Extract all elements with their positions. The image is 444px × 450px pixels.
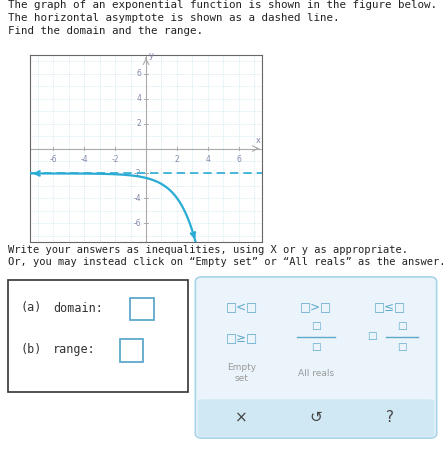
Text: ?: ? bbox=[386, 410, 394, 425]
Text: range:: range: bbox=[53, 343, 96, 356]
Text: ↺: ↺ bbox=[309, 410, 322, 425]
Text: x: x bbox=[256, 136, 261, 145]
Text: All reals: All reals bbox=[298, 369, 334, 378]
Text: Empty
set: Empty set bbox=[227, 363, 256, 382]
Bar bbox=[131, 298, 154, 320]
Text: 2: 2 bbox=[137, 119, 141, 128]
Text: □: □ bbox=[397, 342, 407, 351]
Text: 2: 2 bbox=[174, 155, 179, 164]
Text: □: □ bbox=[397, 321, 407, 332]
Text: □≤□: □≤□ bbox=[374, 302, 406, 315]
Text: 6: 6 bbox=[236, 155, 241, 164]
FancyBboxPatch shape bbox=[195, 277, 436, 438]
Bar bbox=[119, 339, 143, 362]
Text: y: y bbox=[149, 51, 154, 60]
Text: Find the domain and the range.: Find the domain and the range. bbox=[8, 26, 203, 36]
Text: ×: × bbox=[235, 410, 248, 425]
Text: -2: -2 bbox=[111, 155, 119, 164]
Text: □≥□: □≥□ bbox=[226, 333, 258, 346]
Text: -4: -4 bbox=[134, 194, 141, 203]
Text: □<□: □<□ bbox=[226, 302, 258, 315]
Text: □: □ bbox=[311, 321, 321, 332]
Text: 4: 4 bbox=[206, 155, 210, 164]
Text: □: □ bbox=[311, 342, 321, 351]
Text: -4: -4 bbox=[80, 155, 88, 164]
Text: -2: -2 bbox=[134, 169, 141, 178]
Text: The horizontal asymptote is shown as a dashed line.: The horizontal asymptote is shown as a d… bbox=[8, 13, 340, 23]
Text: (a): (a) bbox=[20, 302, 42, 315]
Text: domain:: domain: bbox=[53, 302, 103, 315]
Text: -6: -6 bbox=[49, 155, 57, 164]
Bar bbox=[200, 401, 432, 435]
Text: Or, you may instead click on “Empty set” or “All reals” as the answer.: Or, you may instead click on “Empty set”… bbox=[8, 257, 444, 267]
Text: 6: 6 bbox=[136, 69, 141, 78]
Text: The graph of an exponential function is shown in the figure below.: The graph of an exponential function is … bbox=[8, 0, 437, 10]
Text: □>□: □>□ bbox=[300, 302, 332, 315]
Text: 4: 4 bbox=[136, 94, 141, 103]
FancyBboxPatch shape bbox=[198, 399, 434, 436]
Text: □: □ bbox=[367, 331, 377, 341]
Text: (b): (b) bbox=[20, 343, 42, 356]
Text: -6: -6 bbox=[134, 219, 141, 228]
Text: Write your answers as inequalities, using X or y as appropriate.: Write your answers as inequalities, usin… bbox=[8, 245, 408, 255]
